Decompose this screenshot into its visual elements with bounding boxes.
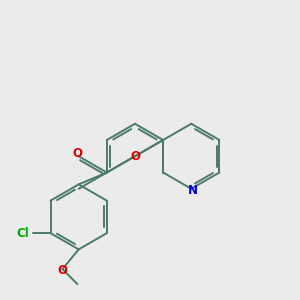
Text: O: O	[72, 147, 82, 160]
Text: O: O	[57, 264, 68, 277]
Text: O: O	[130, 150, 140, 163]
Text: N: N	[188, 184, 197, 196]
Text: Cl: Cl	[16, 226, 29, 240]
